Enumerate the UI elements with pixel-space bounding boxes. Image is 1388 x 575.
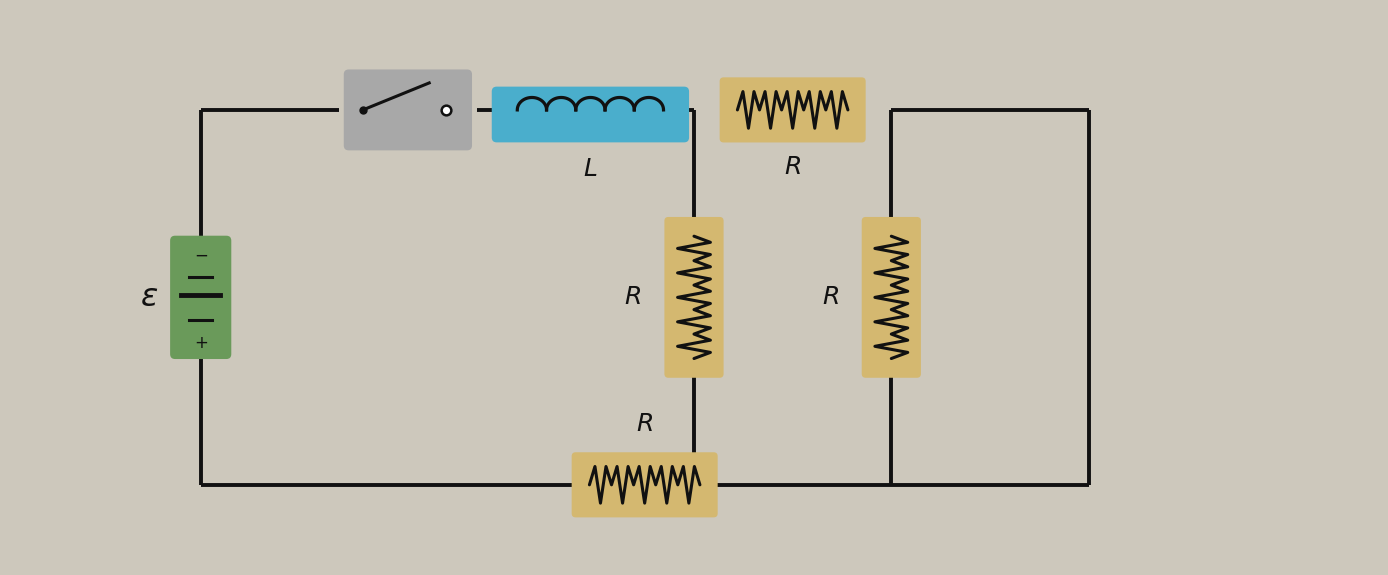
FancyBboxPatch shape bbox=[572, 453, 718, 518]
Text: $L$: $L$ bbox=[583, 157, 598, 181]
Text: $\varepsilon$: $\varepsilon$ bbox=[140, 282, 158, 313]
Text: $R$: $R$ bbox=[784, 155, 801, 179]
Text: $R$: $R$ bbox=[636, 412, 654, 436]
FancyBboxPatch shape bbox=[719, 78, 866, 143]
Text: $R$: $R$ bbox=[625, 285, 641, 309]
Text: $-$: $-$ bbox=[194, 246, 208, 263]
FancyBboxPatch shape bbox=[171, 236, 232, 359]
Text: $+$: $+$ bbox=[194, 334, 208, 352]
FancyBboxPatch shape bbox=[862, 217, 920, 378]
FancyBboxPatch shape bbox=[491, 87, 688, 143]
FancyBboxPatch shape bbox=[665, 217, 723, 378]
FancyBboxPatch shape bbox=[344, 70, 472, 151]
Text: $R$: $R$ bbox=[822, 285, 838, 309]
